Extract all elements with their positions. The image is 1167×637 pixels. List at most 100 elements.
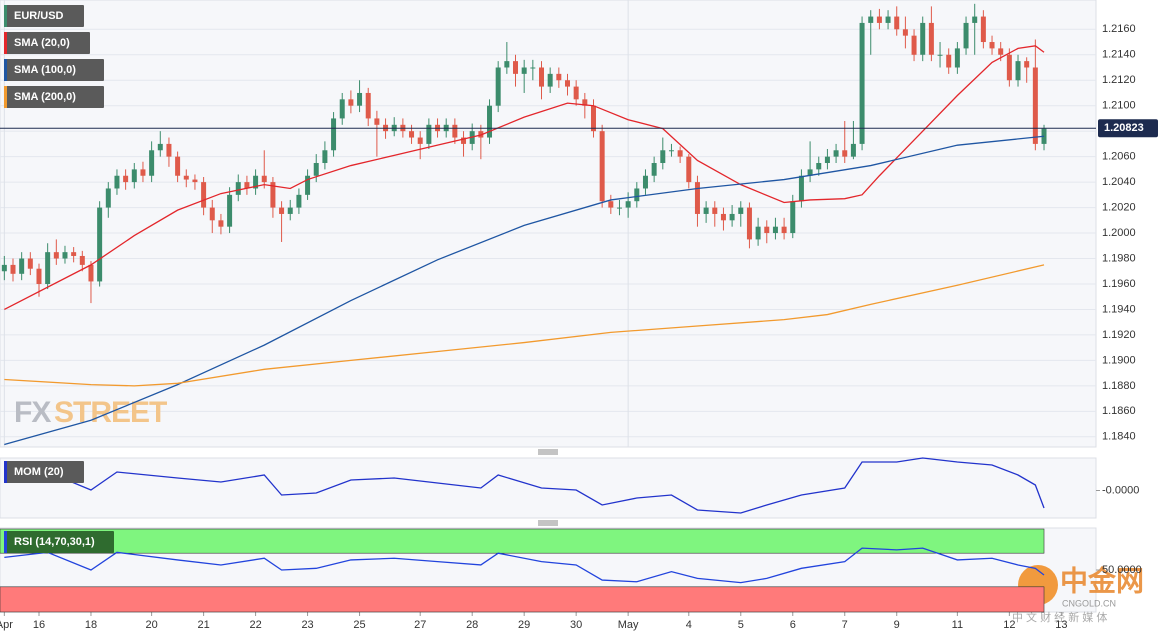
candle-body	[928, 22, 934, 55]
candle-body	[114, 175, 120, 189]
candle-body	[599, 131, 605, 202]
candle-body	[564, 80, 570, 87]
candle-body	[339, 99, 345, 119]
y-tick-label: 1.2020	[1102, 201, 1136, 213]
legend-label: MOM (20)	[14, 466, 64, 478]
x-tick-label: 11	[952, 619, 963, 631]
x-tick-label: 6	[790, 619, 796, 631]
candle-body	[452, 124, 458, 138]
legend-label: SMA (20,0)	[14, 37, 70, 49]
candle-body	[677, 150, 683, 157]
candle-body	[183, 175, 189, 180]
y-tick-label: 1.2060	[1102, 151, 1136, 163]
candle-body	[556, 73, 562, 81]
resize-grip[interactable]	[538, 520, 558, 526]
candle-body	[19, 258, 25, 274]
candle-body	[62, 252, 68, 259]
x-tick-label: 7	[842, 619, 848, 631]
candle-body	[88, 264, 94, 282]
candle-body	[582, 99, 588, 106]
candle-body	[634, 188, 640, 202]
x-tick-label: 25	[353, 619, 365, 631]
candle-body	[1006, 54, 1012, 81]
candle-body	[590, 105, 596, 132]
legend-stripe	[4, 59, 7, 81]
legend-box	[4, 59, 104, 81]
x-tick-label: 4	[686, 619, 692, 631]
candle-body	[539, 67, 545, 87]
x-tick-label: 18	[85, 619, 97, 631]
y-tick-label: 1.2140	[1102, 49, 1136, 61]
legend-label: SMA (200,0)	[14, 91, 76, 103]
candle-body	[365, 92, 371, 119]
legend-label: EUR/USD	[14, 10, 64, 22]
candle-body	[842, 150, 848, 157]
y-tick-label: 50.0000	[1102, 564, 1142, 576]
candle-body	[270, 182, 276, 208]
candle-body	[530, 67, 536, 69]
candle-body	[261, 175, 267, 183]
candle-body	[868, 16, 874, 23]
legend-box	[4, 5, 84, 27]
candle-body	[192, 179, 198, 183]
legend-stripe	[4, 86, 7, 108]
x-tick-label: 5	[738, 619, 744, 631]
candle-body	[279, 207, 285, 214]
last-price-box	[1098, 119, 1158, 138]
candle-body	[876, 16, 882, 23]
candle-body	[79, 255, 85, 265]
candle-body	[322, 150, 328, 164]
x-tick-label: 27	[414, 619, 426, 631]
candle-body	[157, 143, 163, 151]
candle-body	[513, 61, 519, 74]
sma-line	[4, 135, 1045, 446]
candle-body	[911, 35, 917, 55]
candle-body	[720, 213, 726, 221]
candle-body	[36, 268, 42, 284]
legend-stripe	[4, 531, 7, 553]
candle-body	[850, 143, 856, 157]
indicator-line	[4, 457, 1045, 514]
candle-body	[625, 201, 631, 208]
candle-body	[1015, 61, 1021, 81]
candle-body	[374, 118, 380, 125]
candle-body	[772, 226, 778, 234]
candle-body	[660, 150, 666, 164]
candle-body	[495, 67, 501, 106]
legend-label: RSI (14,70,30,1)	[14, 536, 95, 548]
candle-body	[885, 16, 891, 23]
candle-body	[253, 175, 259, 189]
indicator-line	[4, 547, 1045, 584]
x-tick-label: 28	[466, 619, 478, 631]
candle-body	[894, 16, 900, 30]
legend-box	[4, 461, 84, 483]
watermark-url: CNGOLD.CN	[1062, 598, 1116, 608]
y-tick-label: 1.2100	[1102, 100, 1136, 112]
candle-body	[313, 163, 319, 176]
y-tick-label: 1.2160	[1102, 23, 1136, 35]
candle-body	[998, 48, 1004, 55]
candle-body	[287, 207, 293, 214]
candle-body	[166, 143, 172, 157]
legend-label: SMA (100,0)	[14, 64, 76, 76]
y-tick-label: 1.2000	[1102, 227, 1136, 239]
candle-body	[954, 48, 960, 68]
resize-grip[interactable]	[538, 449, 558, 455]
candle-body	[764, 226, 770, 234]
x-tick-label: 23	[301, 619, 313, 631]
watermark-cngold: 中金网	[1060, 564, 1144, 596]
candle-body	[305, 175, 311, 195]
candle-body	[218, 220, 224, 227]
main-plot-bg	[0, 0, 1097, 448]
x-tick-label: 13	[1055, 619, 1067, 631]
candle-body	[1024, 61, 1030, 68]
candle-body	[686, 156, 692, 183]
candle-body	[1, 264, 7, 272]
candle-body	[409, 131, 415, 138]
candle-body	[816, 163, 822, 170]
candle-body	[131, 169, 137, 183]
candle-body	[296, 194, 302, 208]
candle-body	[97, 207, 103, 282]
candle-body	[642, 175, 648, 189]
